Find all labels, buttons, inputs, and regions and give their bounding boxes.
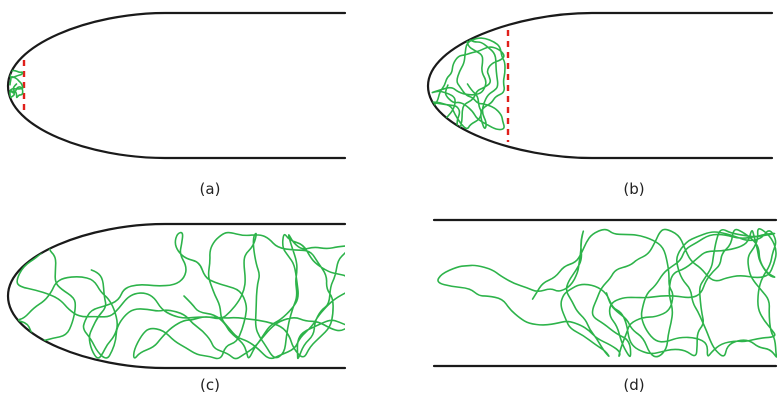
pipe-wall-b — [426, 11, 774, 160]
polymer-chain-d — [437, 228, 777, 358]
caption-d: (d) — [623, 376, 644, 394]
caption-b: (b) — [623, 180, 644, 198]
polymer-strand — [9, 69, 24, 99]
panel-d: (d) — [432, 218, 778, 394]
polymer-strand — [430, 37, 506, 131]
polymer-strand — [437, 228, 777, 358]
caption-c: (c) — [200, 376, 220, 394]
panel-a: (a) — [6, 11, 347, 198]
pipe-wall-c — [6, 222, 347, 370]
caption-a: (a) — [200, 180, 221, 198]
polymer-chain-b — [430, 37, 506, 131]
pipe-wall-a — [6, 11, 347, 160]
panel-c: (c) — [6, 222, 347, 394]
polymer-strand — [16, 231, 345, 360]
panel-b: (b) — [426, 11, 774, 198]
polymer-chain-a — [9, 69, 24, 99]
polymer-chain-c — [16, 231, 345, 360]
